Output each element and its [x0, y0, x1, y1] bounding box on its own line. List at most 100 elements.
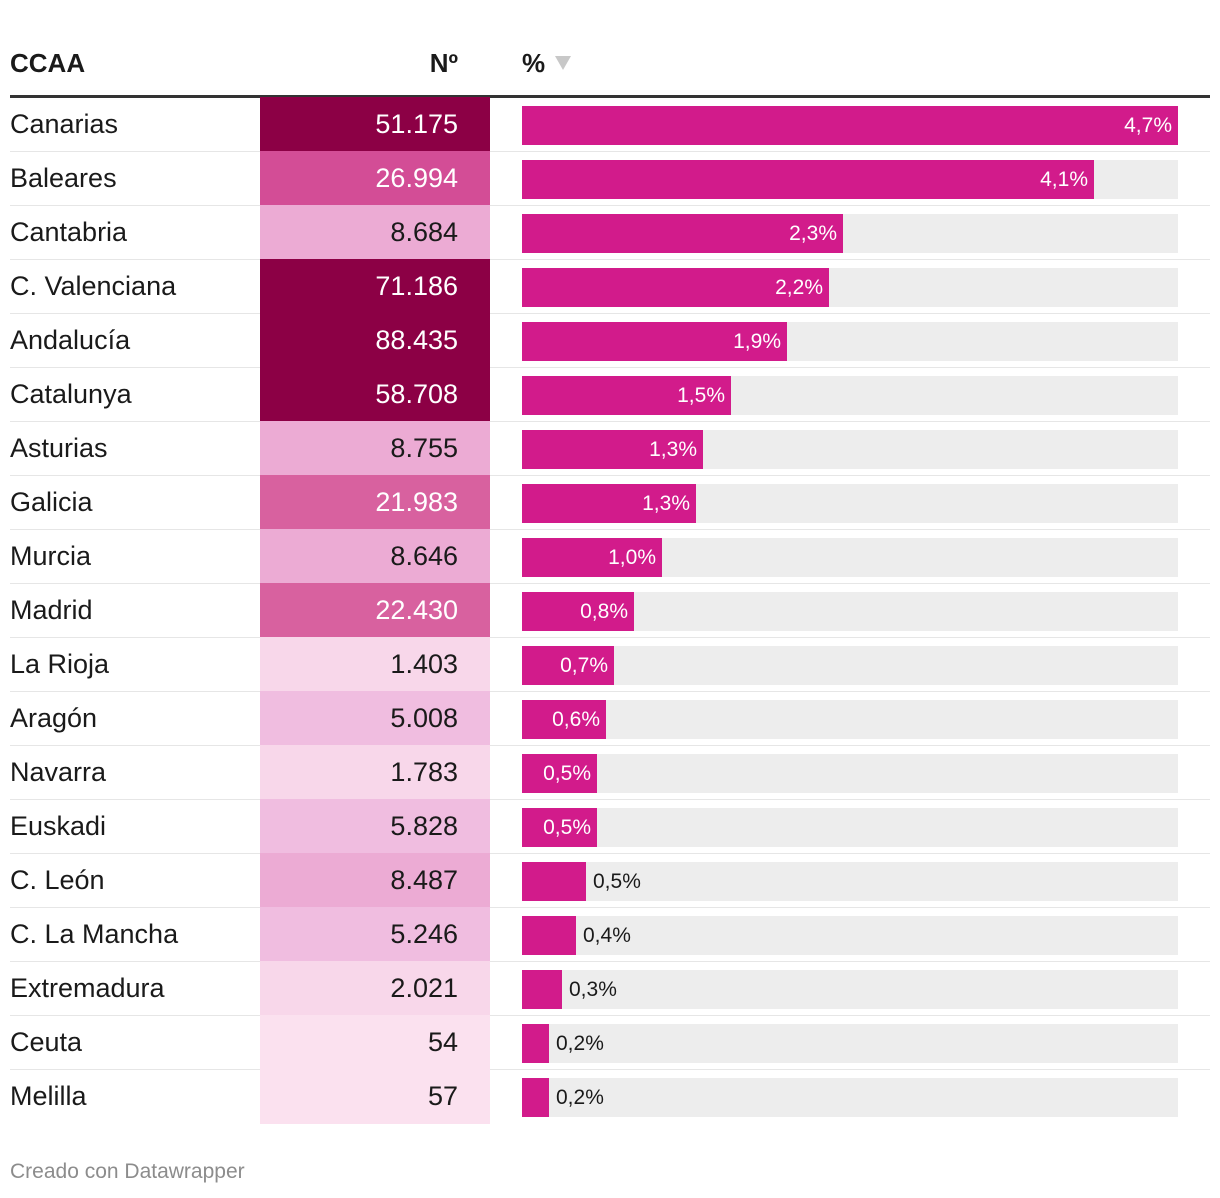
bar-label: 0,3%: [569, 978, 617, 1001]
bar-track: 0,8%: [522, 592, 1178, 631]
bar-fill: [522, 484, 696, 523]
bar-label: 0,5%: [593, 870, 641, 893]
sort-descending-icon[interactable]: [555, 56, 572, 71]
table-row: Aragón 5.008 0,6%: [10, 691, 1210, 746]
bar-track: 4,1%: [522, 160, 1178, 199]
table-row: C. León 8.487 0,5%: [10, 853, 1210, 908]
table-row: Andalucía 88.435 1,9%: [10, 313, 1210, 368]
bar-label: 1,0%: [608, 546, 656, 569]
bar-label: 0,6%: [552, 708, 600, 731]
bar-fill: [522, 214, 843, 253]
count-value: 88.435: [375, 325, 458, 355]
bar-label: 2,3%: [789, 222, 837, 245]
table-row: Ceuta 54 0,2%: [10, 1015, 1210, 1070]
ccaa-name: La Rioja: [10, 649, 110, 679]
bar-label: 1,3%: [649, 438, 697, 461]
bar-label: 1,9%: [733, 330, 781, 353]
column-header-pct[interactable]: %: [522, 48, 572, 79]
bar-label: 0,4%: [583, 924, 631, 947]
bar-fill: [522, 916, 576, 955]
bar-fill: [522, 1078, 549, 1117]
footer-credit: Creado con Datawrapper: [10, 1160, 245, 1183]
count-cell: 21.983: [260, 475, 490, 530]
ccaa-name: C. Valenciana: [10, 271, 177, 301]
bar-label: 0,7%: [560, 654, 608, 677]
column-header-ccaa[interactable]: CCAA: [10, 48, 86, 78]
table-row: Cantabria 8.684 2,3%: [10, 205, 1210, 260]
count-value: 1.403: [390, 649, 458, 679]
bar-track: 1,0%: [522, 538, 1178, 577]
count-value: 5.828: [390, 811, 458, 841]
count-cell: 54: [260, 1015, 490, 1070]
ccaa-name: C. León: [10, 865, 105, 895]
bar-fill: [522, 160, 1094, 199]
count-cell: 26.994: [260, 151, 490, 206]
bar-track: 2,3%: [522, 214, 1178, 253]
count-cell: 51.175: [260, 97, 490, 152]
bar-fill: [522, 1024, 549, 1063]
bar-track: 0,2%: [522, 1078, 1178, 1117]
count-value: 8.646: [390, 541, 458, 571]
bar-fill: [522, 754, 597, 793]
count-value: 5.246: [390, 919, 458, 949]
ccaa-name: Cantabria: [10, 217, 128, 247]
bar-fill: [522, 808, 597, 847]
count-value: 8.487: [390, 865, 458, 895]
count-value: 8.755: [390, 433, 458, 463]
count-value: 57: [427, 1081, 458, 1111]
table-row: Madrid 22.430 0,8%: [10, 583, 1210, 638]
count-cell: 22.430: [260, 583, 490, 638]
count-value: 58.708: [375, 379, 458, 409]
bar-label: 4,7%: [1124, 114, 1172, 137]
column-header-pct-label: %: [522, 48, 546, 78]
bar-track: 0,5%: [522, 808, 1178, 847]
table-row: C. Valenciana 71.186 2,2%: [10, 259, 1210, 314]
bar-fill: [522, 646, 614, 685]
table-row: Galicia 21.983 1,3%: [10, 475, 1210, 530]
count-cell: 2.021: [260, 961, 490, 1016]
data-table: CCAA Nº % Canarias 51.175 4,7% Baleares 26.9…: [10, 38, 1210, 1124]
bar-track: 1,3%: [522, 484, 1178, 523]
ccaa-name: Baleares: [10, 163, 117, 193]
bar-label: 0,2%: [556, 1086, 604, 1109]
ccaa-name: C. La Mancha: [10, 919, 179, 949]
bar-track: 4,7%: [522, 106, 1178, 145]
ccaa-name: Extremadura: [10, 973, 165, 1003]
bar-track: 1,9%: [522, 322, 1178, 361]
ccaa-name: Catalunya: [10, 379, 132, 409]
ccaa-name: Melilla: [10, 1081, 87, 1111]
ccaa-name: Andalucía: [10, 325, 131, 355]
count-cell: 5.828: [260, 799, 490, 854]
bar-fill: [522, 430, 703, 469]
bar-track: 0,5%: [522, 862, 1178, 901]
count-value: 21.983: [375, 487, 458, 517]
count-cell: 88.435: [260, 313, 490, 368]
bar-fill: [522, 862, 586, 901]
column-header-n[interactable]: Nº: [429, 48, 458, 78]
count-value: 22.430: [375, 595, 458, 625]
count-cell: 8.684: [260, 205, 490, 260]
bar-label: 4,1%: [1040, 168, 1088, 191]
bar-label: 1,3%: [642, 492, 690, 515]
count-value: 2.021: [390, 973, 458, 1003]
ccaa-name: Murcia: [10, 541, 92, 571]
ccaa-name: Canarias: [10, 109, 119, 139]
ccaa-name: Aragón: [10, 703, 98, 733]
bar-label: 1,5%: [677, 384, 725, 407]
table-row: Extremadura 2.021 0,3%: [10, 961, 1210, 1016]
count-cell: 5.246: [260, 907, 490, 962]
table-row: C. La Mancha 5.246 0,4%: [10, 907, 1210, 962]
count-cell: 71.186: [260, 259, 490, 314]
count-value: 8.684: [390, 217, 458, 247]
count-value: 51.175: [375, 109, 458, 139]
bar-fill: [522, 268, 829, 307]
count-cell: 57: [260, 1069, 490, 1124]
bar-track: 1,3%: [522, 430, 1178, 469]
bar-label: 0,5%: [543, 816, 591, 839]
count-value: 5.008: [390, 703, 458, 733]
table-row: La Rioja 1.403 0,7%: [10, 637, 1210, 692]
count-value: 26.994: [375, 163, 458, 193]
count-cell: 58.708: [260, 367, 490, 422]
bar-fill: [522, 700, 606, 739]
bar-track: 0,4%: [522, 916, 1178, 955]
